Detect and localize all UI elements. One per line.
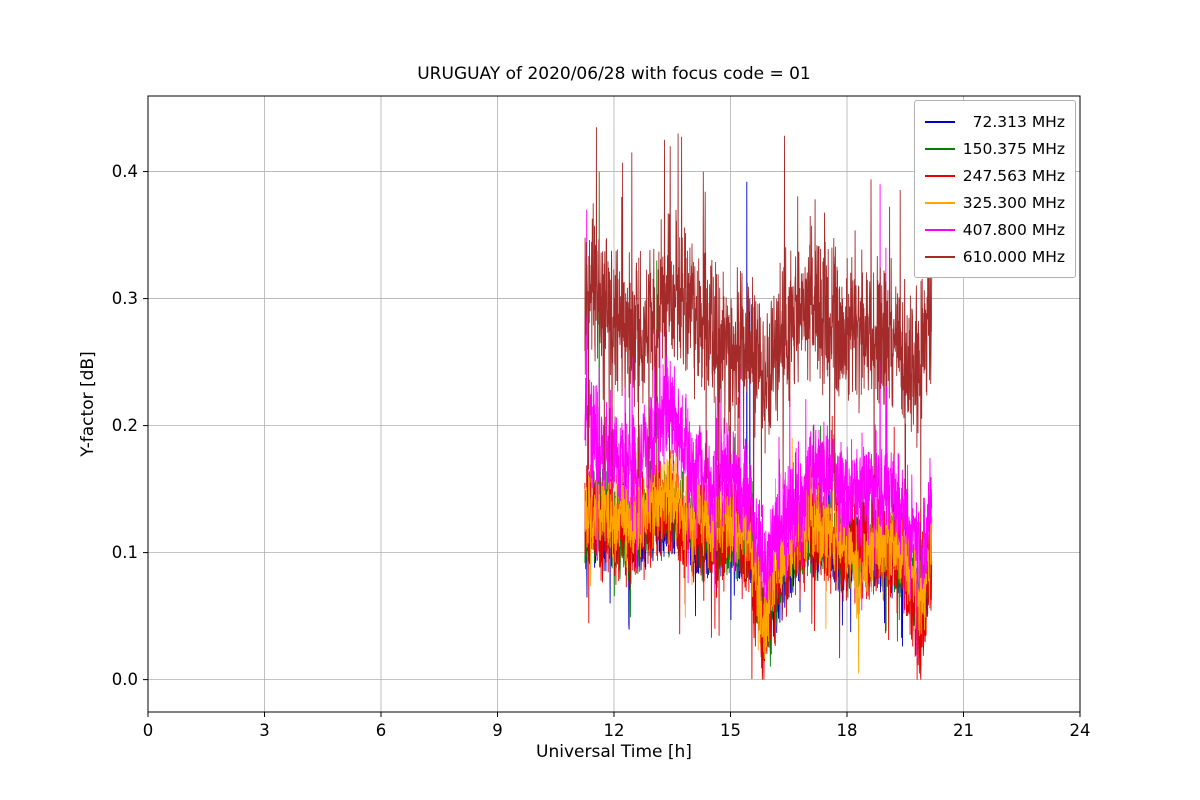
x-tick-label: 21 [953,721,974,740]
legend-box: 72.313 MHz 150.375 MHz 247.563 MHz 325.300 … [913,100,1076,278]
y-tick-label: 0.2 [112,416,138,435]
x-tick-label: 9 [492,721,503,740]
x-tick-label: 0 [143,721,154,740]
x-tick-label: 24 [1070,721,1091,740]
x-tick-label: 18 [837,721,858,740]
legend-line-swatch [924,228,955,231]
legend-label: 247.563 MHz [962,166,1065,185]
legend-item: 325.300 MHz [924,189,1065,216]
legend-item: 610.000 MHz [924,243,1065,270]
legend-label: 407.800 MHz [962,220,1065,239]
x-tick-label: 12 [604,721,625,740]
legend-line-swatch [924,201,955,204]
legend-label: 150.375 MHz [962,139,1065,158]
legend-label: 325.300 MHz [962,193,1065,212]
legend-item: 72.313 MHz [924,108,1065,135]
x-tick-label: 3 [259,721,270,740]
series-line-610-000-mhz [584,127,933,579]
legend-item: 150.375 MHz [924,135,1065,162]
legend-item: 407.800 MHz [924,216,1065,243]
y-tick-label: 0.0 [112,670,138,689]
series-line-325-300-mhz [584,416,933,674]
x-tick-label: 15 [720,721,741,740]
x-axis-label: Universal Time [h] [536,742,692,762]
legend-label: 72.313 MHz [962,112,1065,131]
legend-item: 247.563 MHz [924,162,1065,189]
y-tick-label: 0.4 [112,162,138,181]
series-line-407-800-mhz [584,184,933,659]
legend-line-swatch [924,255,955,258]
legend-line-swatch [924,147,955,150]
legend-line-swatch [924,120,955,123]
y-tick-label: 0.3 [112,289,138,308]
x-tick-label: 6 [376,721,387,740]
y-tick-label: 0.1 [112,543,138,562]
chart-title: URUGUAY of 2020/06/28 with focus code = … [417,64,811,84]
legend-line-swatch [924,174,955,177]
legend-label: 610.000 MHz [962,247,1065,266]
